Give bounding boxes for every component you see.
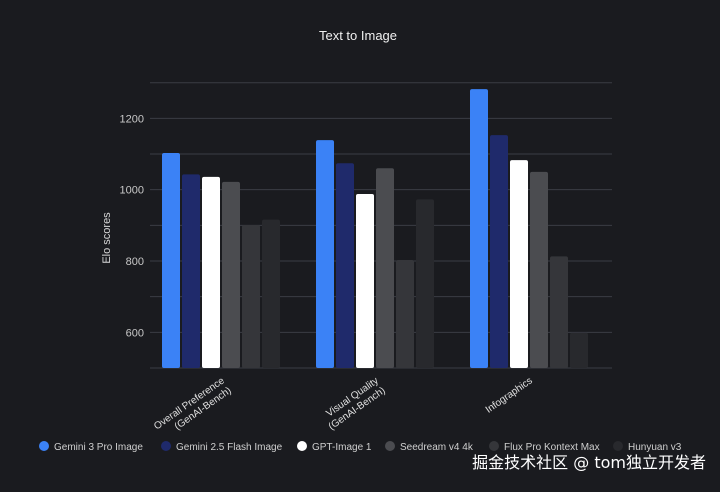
legend-item: Gemini 3 Pro Image: [39, 441, 143, 453]
legend-item: GPT-Image 1: [297, 441, 372, 453]
bar: GPT-Image 1: 1083: [510, 160, 528, 368]
bar: GPT-Image 1: 988: [356, 193, 374, 368]
category-label: Overall Preference(GenAI-Bench): [152, 375, 234, 442]
legend-item: Flux Pro Kontext Max: [489, 441, 600, 453]
legend-label: Gemini 3 Pro Image: [54, 442, 143, 453]
bar: Gemini 2.5 Flash Image: 1074: [336, 163, 354, 368]
legend-swatch: [297, 441, 307, 451]
legend-swatch: [613, 441, 623, 451]
bar: Flux Pro Kontext Max: 813: [550, 256, 568, 368]
legend-item: Seedream v4 4k: [385, 441, 474, 453]
bar: Seedream v4 4k: 1050: [530, 171, 548, 368]
bar: Seedream v4 4k: 1022: [222, 181, 240, 368]
y-tick-label: 800: [126, 256, 144, 268]
bar: Flux Pro Kontext Max: 803: [396, 259, 414, 368]
bar: Hunyuan v3: 916: [262, 219, 280, 368]
chart-title: Text to Image: [319, 28, 397, 43]
y-tick-label: 600: [126, 327, 144, 339]
bar: GPT-Image 1: 1036: [202, 176, 220, 368]
bar: Gemini 3 Pro Image: 1282: [470, 89, 488, 368]
legend-swatch: [489, 441, 499, 451]
bar: Gemini 3 Pro Image: 1139: [316, 140, 334, 368]
legend-label: Flux Pro Kontext Max: [504, 442, 600, 453]
y-tick-label: 1200: [120, 113, 144, 125]
category-label: Visual Quality(GenAI-Bench): [320, 375, 388, 432]
bar: Seedream v4 4k: 1060: [376, 168, 394, 368]
legend-label: Hunyuan v3: [628, 442, 682, 453]
legend-item: Gemini 2.5 Flash Image: [161, 441, 283, 453]
bar: Hunyuan v3: 973: [416, 199, 434, 368]
y-tick-labels: 600 800 1000 1200: [120, 113, 144, 339]
legend-label: Gemini 2.5 Flash Image: [176, 442, 283, 453]
bar: Hunyuan v3: 599: [570, 332, 588, 368]
y-tick-label: 1000: [120, 185, 144, 197]
bar: Flux Pro Kontext Max: 901: [242, 224, 260, 368]
legend-item: Hunyuan v3: [613, 441, 682, 453]
legend: Gemini 3 Pro Image Gemini 2.5 Flash Image…: [39, 441, 682, 453]
bar: Gemini 3 Pro Image: 1103: [162, 152, 180, 368]
legend-swatch: [161, 441, 171, 451]
bar: Gemini 2.5 Flash Image: 1153: [490, 135, 508, 368]
bars-layer: Gemini 3 Pro Image: 1103Gemini 2.5 Flash…: [162, 89, 588, 368]
y-axis-label: Elo scores: [101, 212, 113, 264]
legend-label: GPT-Image 1: [312, 442, 372, 453]
bar: Gemini 2.5 Flash Image: 1043: [182, 174, 200, 368]
category-labels: Overall Preference(GenAI-Bench) Visual Qu…: [152, 375, 535, 442]
category-label: Infographics: [484, 375, 535, 415]
legend-swatch: [385, 441, 395, 451]
legend-swatch: [39, 441, 49, 451]
watermark-text: 掘金技术社区 @ tom独立开发者: [472, 453, 706, 472]
legend-label: Seedream v4 4k: [400, 442, 474, 453]
